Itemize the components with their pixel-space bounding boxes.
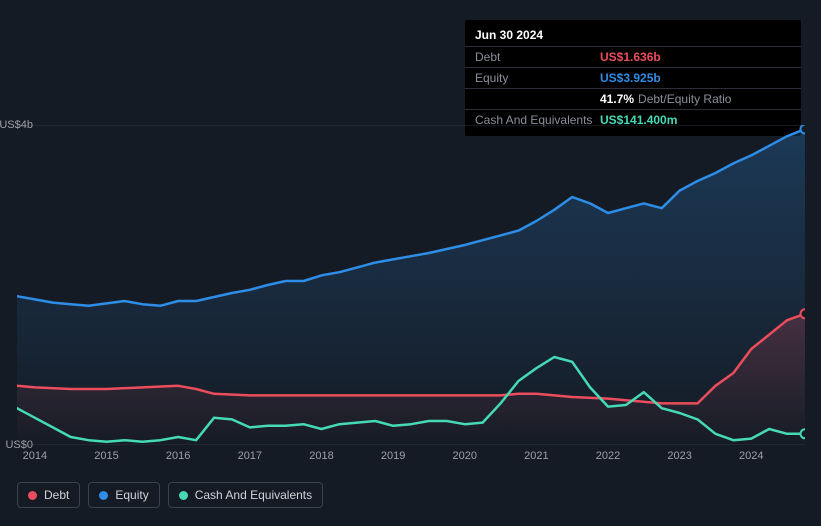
legend-label: Debt bbox=[44, 488, 69, 502]
chart-tooltip: Jun 30 2024DebtUS$1.636bEquityUS$3.925b4… bbox=[465, 20, 801, 136]
tooltip-label bbox=[475, 92, 600, 106]
tooltip-ratio: 41.7%Debt/Equity Ratio bbox=[600, 92, 731, 106]
x-axis-label: 2020 bbox=[452, 450, 476, 462]
x-axis-label: 2015 bbox=[94, 450, 118, 462]
tooltip-value: US$1.636b bbox=[600, 50, 661, 64]
x-axis-label: 2014 bbox=[23, 450, 47, 462]
tooltip-row-ratio: 41.7%Debt/Equity Ratio bbox=[465, 88, 801, 109]
x-axis-label: 2016 bbox=[166, 450, 190, 462]
series-end-marker-cash bbox=[801, 429, 806, 438]
chart-plot-area: US$0US$4b bbox=[17, 125, 805, 445]
x-axis-label: 2017 bbox=[238, 450, 262, 462]
series-end-marker-equity bbox=[801, 125, 806, 134]
series-end-marker-debt bbox=[801, 309, 806, 318]
x-axis-label: 2024 bbox=[739, 450, 763, 462]
tooltip-value: US$3.925b bbox=[600, 71, 661, 85]
tooltip-row: DebtUS$1.636b bbox=[465, 46, 801, 67]
legend-swatch bbox=[179, 491, 188, 500]
legend-item-equity[interactable]: Equity bbox=[88, 482, 159, 508]
tooltip-label: Equity bbox=[475, 71, 600, 85]
legend-label: Equity bbox=[115, 488, 148, 502]
x-axis-label: 2018 bbox=[309, 450, 333, 462]
x-axis: 2014 2015 2016 2017 2018 2019 2020 2021 2022 2023… bbox=[17, 450, 805, 470]
tooltip-label: Debt bbox=[475, 50, 600, 64]
legend-label: Cash And Equivalents bbox=[195, 488, 312, 502]
x-axis-label: 2021 bbox=[524, 450, 548, 462]
legend-item-cash[interactable]: Cash And Equivalents bbox=[168, 482, 323, 508]
x-axis-label: 2019 bbox=[381, 450, 405, 462]
x-axis-label: 2023 bbox=[667, 450, 691, 462]
chart-legend: Debt Equity Cash And Equivalents bbox=[17, 482, 323, 508]
tooltip-row: EquityUS$3.925b bbox=[465, 67, 801, 88]
y-axis-label: US$4b bbox=[0, 119, 33, 131]
legend-item-debt[interactable]: Debt bbox=[17, 482, 80, 508]
legend-swatch bbox=[28, 491, 37, 500]
legend-swatch bbox=[99, 491, 108, 500]
tooltip-date: Jun 30 2024 bbox=[465, 26, 801, 46]
chart-svg bbox=[17, 125, 805, 445]
x-axis-label: 2022 bbox=[596, 450, 620, 462]
